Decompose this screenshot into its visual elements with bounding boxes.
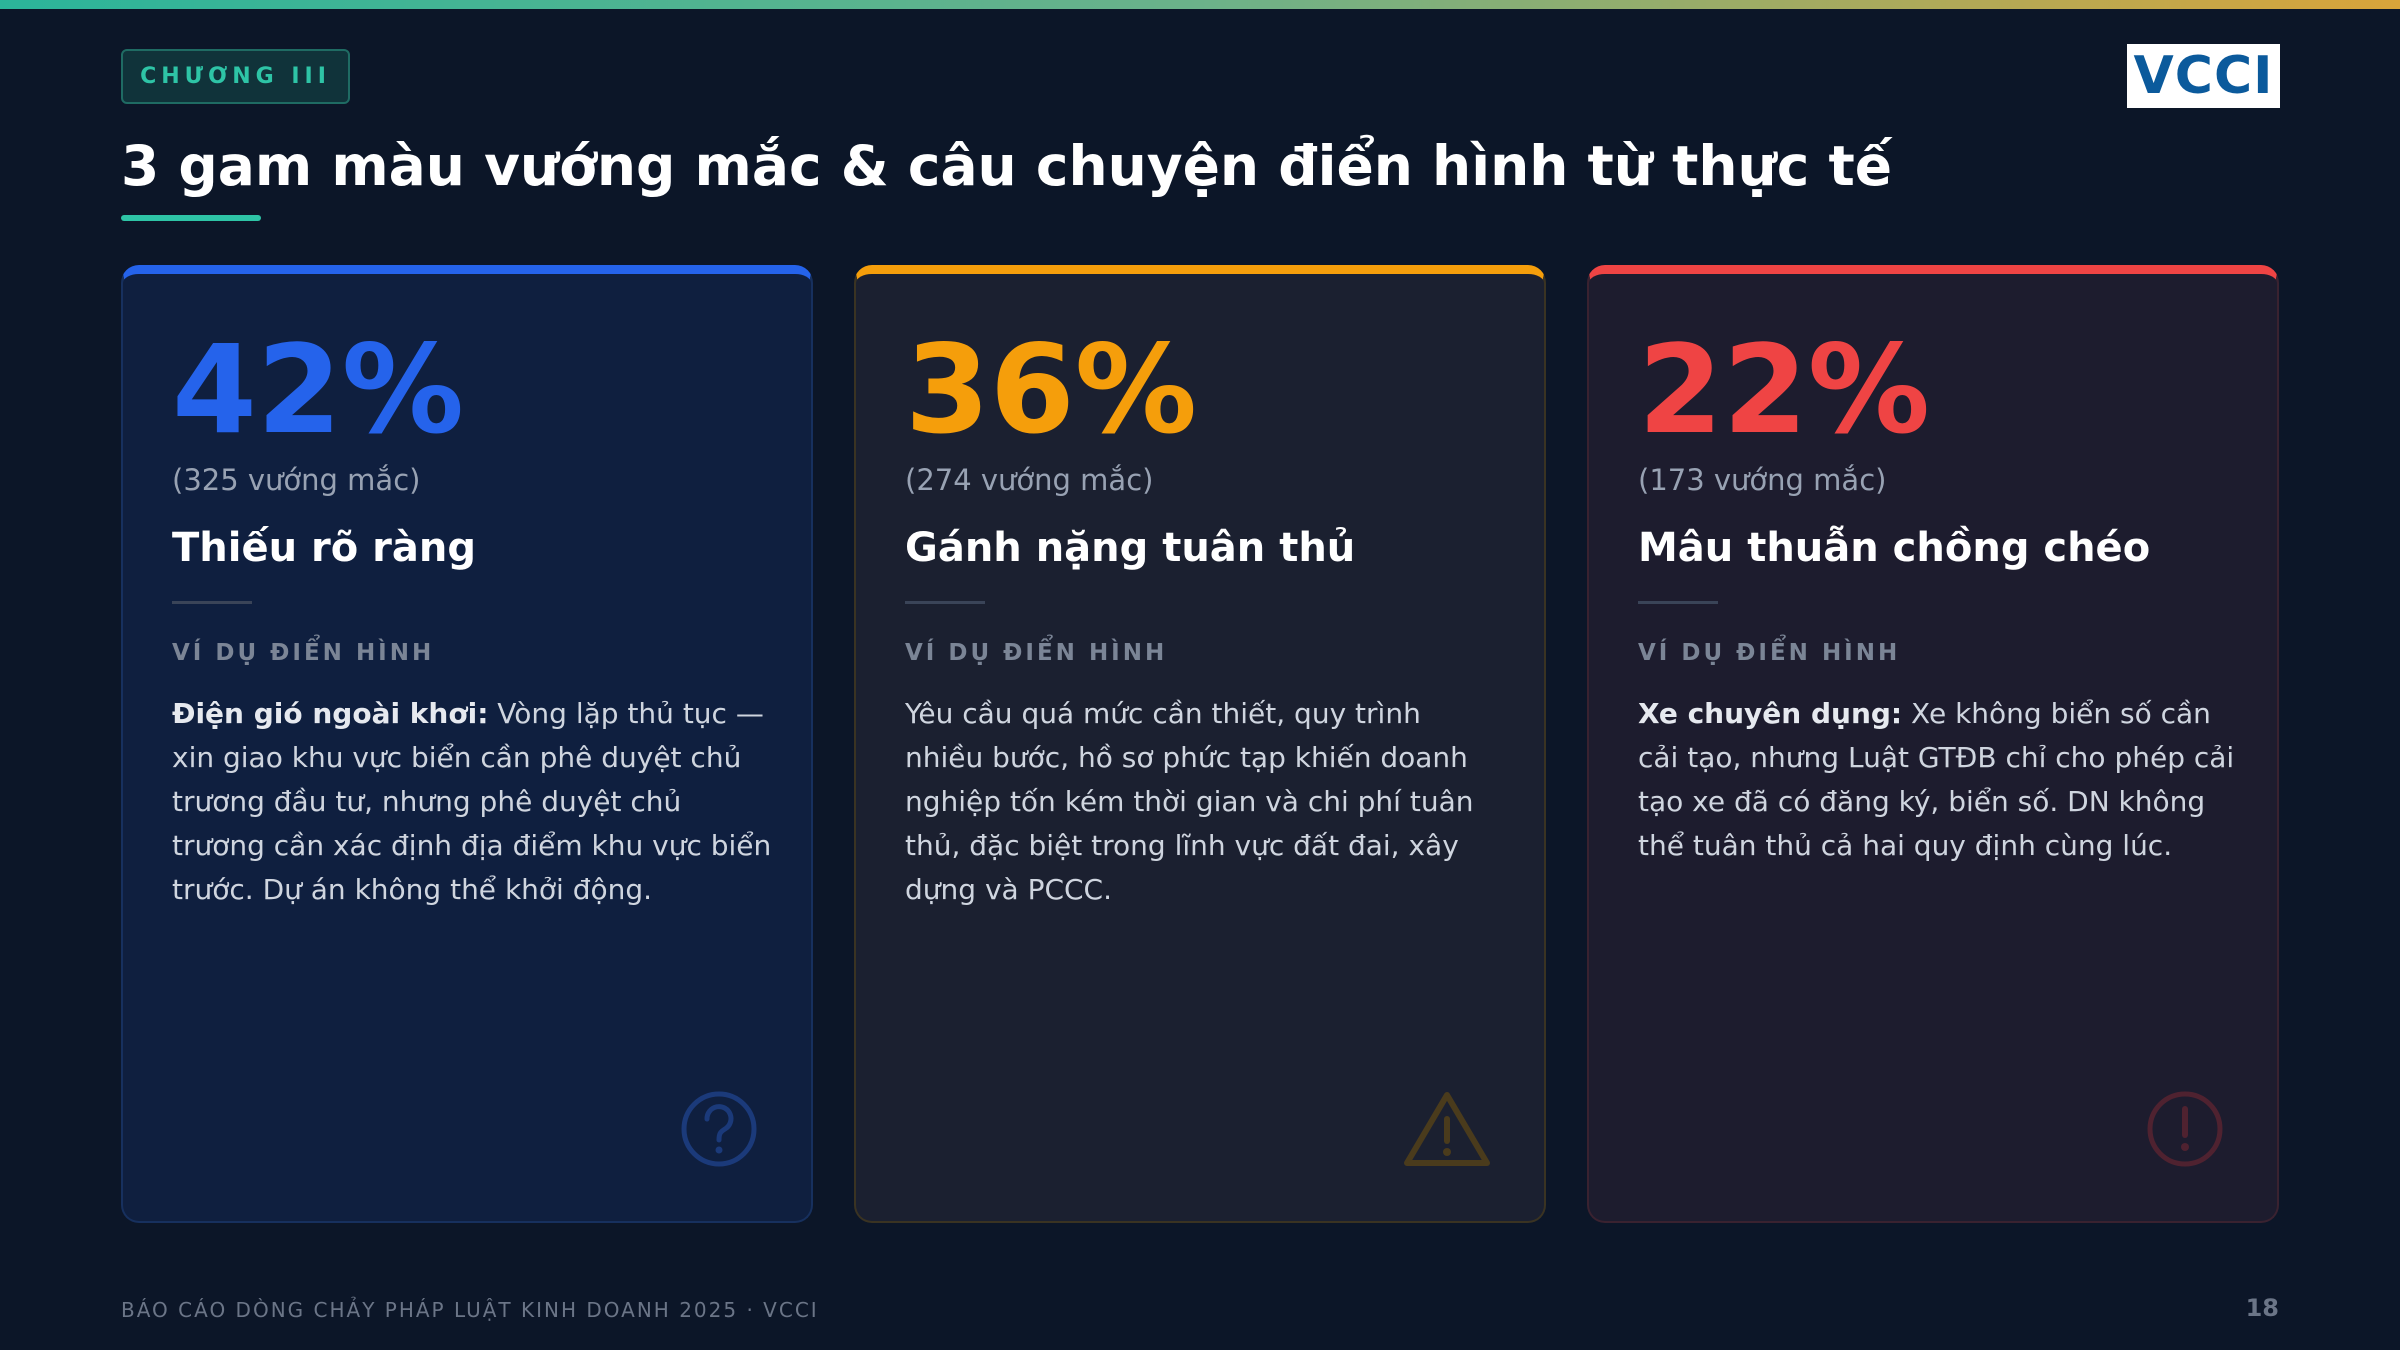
card-body: Xe chuyên dụng: Xe không biển số cần cải… [1638, 692, 2238, 868]
card-label: VÍ DỤ ĐIỂN HÌNH [172, 640, 435, 666]
alert-icon [2147, 1091, 2223, 1167]
percent: 22% [1638, 319, 1931, 461]
chapter-badge: CHƯƠNG III [121, 49, 350, 104]
card: 36% (274 vướng mắc) Gánh nặng tuân thủ V… [854, 265, 1546, 1223]
card-heading: Gánh nặng tuân thủ [905, 525, 1356, 571]
card-heading: Thiếu rõ ràng [172, 525, 476, 571]
body-bold: Điện gió ngoài khơi: [172, 697, 489, 730]
percent: 42% [172, 319, 465, 461]
logo: VCCI [2127, 44, 2280, 108]
body-text: Yêu cầu quá mức cần thiết, quy trình nhi… [905, 697, 1474, 906]
card: 22% (173 vướng mắc) Mâu thuẫn chồng chéo… [1587, 265, 2279, 1223]
title-underline [121, 215, 261, 221]
top-bar [0, 0, 2400, 9]
card-label: VÍ DỤ ĐIỂN HÌNH [1638, 640, 1901, 666]
page-number: 18 [2245, 1294, 2279, 1322]
card-heading: Mâu thuẫn chồng chéo [1638, 525, 2151, 571]
card-body: Điện gió ngoài khơi: Vòng lặp thủ tục — … [172, 692, 772, 912]
question-icon [681, 1091, 757, 1167]
count: (325 vướng mắc) [172, 463, 421, 497]
percent: 36% [905, 319, 1198, 461]
warning-icon [1404, 1092, 1490, 1166]
divider [1638, 601, 1718, 604]
card-label: VÍ DỤ ĐIỂN HÌNH [905, 640, 1168, 666]
divider [905, 601, 985, 604]
slide-title: 3 gam màu vướng mắc & câu chuyện điển hì… [121, 134, 1893, 198]
count: (274 vướng mắc) [905, 463, 1154, 497]
body-text: Xe không biển số cần cải tạo, nhưng Luật… [1638, 697, 2235, 862]
card: 42% (325 vướng mắc) Thiếu rõ ràng VÍ DỤ … [121, 265, 813, 1223]
count: (173 vướng mắc) [1638, 463, 1887, 497]
footer-text: BÁO CÁO DÒNG CHẢY PHÁP LUẬT KINH DOANH 2… [121, 1298, 819, 1322]
card-body: Yêu cầu quá mức cần thiết, quy trình nhi… [905, 692, 1505, 912]
body-bold: Xe chuyên dụng: [1638, 697, 1903, 730]
divider [172, 601, 252, 604]
body-text: Vòng lặp thủ tục — xin giao khu vực biển… [172, 697, 772, 906]
